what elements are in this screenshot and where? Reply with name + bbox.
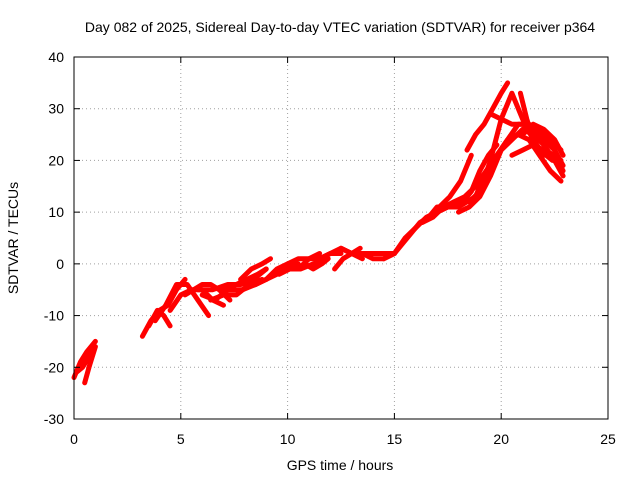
data-series-13: [238, 256, 273, 282]
data-series-17: [285, 251, 323, 267]
data-series-18: [302, 256, 331, 272]
data-series-20: [332, 245, 363, 272]
data-series-8: [182, 282, 233, 303]
x-tick-label: 25: [600, 431, 616, 447]
grid-lines: [74, 57, 608, 419]
y-tick-label: -30: [44, 411, 64, 427]
y-tick-label: 10: [48, 204, 64, 220]
data-series-33: [517, 90, 564, 163]
y-tick-label: 0: [56, 256, 64, 272]
x-tick-label: 15: [387, 431, 403, 447]
chart-title: Day 082 of 2025, Sidereal Day-to-day VTE…: [85, 19, 595, 35]
x-tick-labels: 0 5 10 15 20 25: [70, 431, 616, 447]
data-series-11: [208, 276, 265, 303]
y-tick-labels: -30 -20 -10 0 10 20 30 40: [44, 49, 64, 427]
y-tick-label: -20: [44, 359, 64, 375]
x-axis-label: GPS time / hours: [287, 457, 394, 473]
data-series-27: [434, 173, 489, 215]
y-tick-label: 40: [48, 49, 64, 65]
data-series-2: [73, 344, 96, 375]
y-axis-label: SDTVAR / TECUs: [5, 182, 21, 294]
x-tick-label: 10: [280, 431, 296, 447]
data-series-3: [82, 344, 98, 386]
data-series-group: [71, 80, 566, 386]
y-tick-label: -10: [44, 308, 64, 324]
data-series-24: [391, 90, 547, 256]
x-tick-label: 0: [70, 431, 78, 447]
x-tick-label: 20: [493, 431, 509, 447]
axis-ticks: [73, 56, 609, 420]
data-series-34: [520, 121, 566, 158]
y-tick-label: 20: [48, 152, 64, 168]
data-series-12: [221, 266, 269, 293]
data-series-29: [464, 80, 511, 153]
x-tick-label: 5: [177, 431, 185, 447]
plot-frame: [73, 56, 609, 420]
data-series-6: [152, 282, 212, 324]
y-tick-label: 30: [48, 101, 64, 117]
data-series-16: [276, 256, 329, 277]
